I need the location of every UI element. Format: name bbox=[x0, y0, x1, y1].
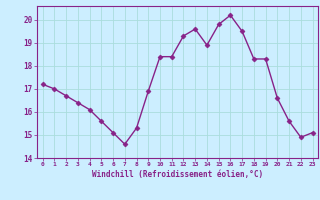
X-axis label: Windchill (Refroidissement éolien,°C): Windchill (Refroidissement éolien,°C) bbox=[92, 170, 263, 179]
